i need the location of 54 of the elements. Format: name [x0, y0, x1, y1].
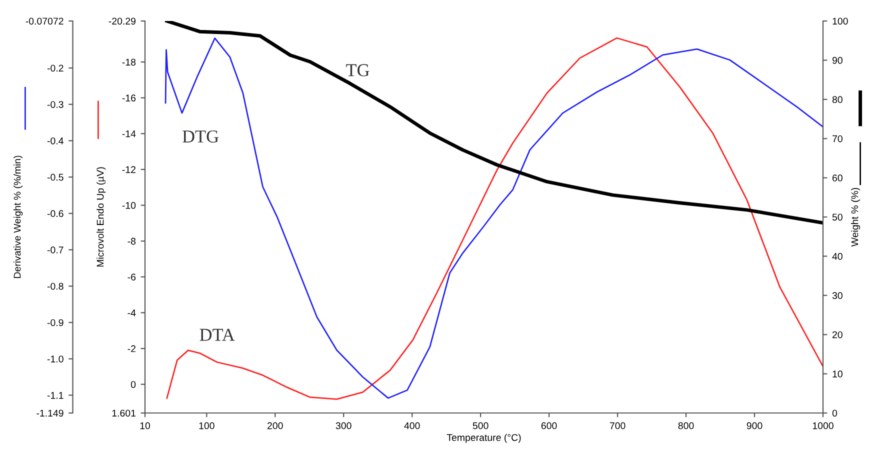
x-tick-label: 10 — [140, 422, 150, 430]
y3-tick-label: 30 — [832, 292, 842, 300]
y2-tick-label: -0.5 — [47, 174, 64, 181]
y2-tick-label: -1.0 — [47, 356, 64, 362]
y2-tick-label: -1.149 — [36, 410, 64, 417]
y3-tick-label: 80 — [832, 96, 842, 104]
y3-tick-label: 90 — [832, 56, 842, 64]
y-tick-label: -20.29 — [108, 18, 136, 25]
x-tick-label: 100 — [199, 422, 214, 430]
x-tick-label: 200 — [268, 422, 283, 430]
x-tick-label: 800 — [678, 422, 694, 430]
y2-tick-label: -0.07072 — [26, 18, 64, 25]
series-label: DTG — [182, 130, 219, 143]
y2-tick-label: -0.7 — [47, 246, 64, 254]
x-tick-label: 1000 — [812, 422, 834, 430]
line-series — [165, 21, 823, 225]
y3-tick-label: 40 — [832, 252, 842, 260]
x-tick-label: 300 — [336, 422, 352, 430]
y-tick-label: -6 — [128, 274, 136, 281]
y-tick-label: -4 — [128, 310, 136, 316]
series-label: DTA — [200, 328, 235, 341]
y2-axis-title: Derivative Weight % (%/min) — [14, 156, 23, 278]
y2-tick-label: -0.2 — [47, 64, 64, 72]
y-axis-title: Microvolt Endo Up (µV) — [96, 167, 106, 267]
y-tick-label: -14 — [122, 130, 136, 138]
y-tick-label: 1.601 — [112, 410, 136, 417]
y-tick-label: -18 — [122, 58, 136, 66]
y-tick-label: -2 — [128, 345, 136, 352]
series-label: TG — [346, 64, 370, 76]
y3-tick-label: 10 — [832, 370, 842, 378]
y-tick-label: 0 — [130, 381, 136, 388]
y-tick-label: -16 — [122, 94, 136, 102]
y-tick-label: -10 — [122, 202, 136, 209]
y2-tick-label: -0.3 — [47, 101, 64, 108]
y3-tick-label: 20 — [832, 331, 842, 338]
y2-tick-label: -0.9 — [47, 319, 64, 326]
x-tick-label: 900 — [746, 422, 762, 430]
y-tick-label: -12 — [122, 166, 136, 173]
y3-tick-label: 100 — [832, 18, 848, 25]
x-tick-label: 500 — [472, 422, 488, 430]
y2-tick-label: -0.4 — [47, 137, 64, 144]
y-tick-label: -8 — [128, 238, 136, 245]
x-tick-label: 700 — [610, 422, 626, 430]
y3-axis-title: Weight % (%) — [851, 188, 860, 247]
x-tick-label: 600 — [541, 422, 557, 430]
x-axis-title: Temperature (°C) — [446, 434, 521, 443]
y3-tick-label: 50 — [832, 214, 842, 221]
y2-tick-label: -1.1 — [47, 392, 64, 399]
y2-tick-label: -0.6 — [47, 210, 64, 218]
y2-tick-label: -0.8 — [47, 282, 64, 290]
y3-tick-label: 60 — [832, 174, 842, 182]
y3-tick-label: 0 — [832, 410, 838, 417]
y3-tick-label: 70 — [832, 135, 842, 142]
x-tick-label: 400 — [404, 422, 420, 430]
